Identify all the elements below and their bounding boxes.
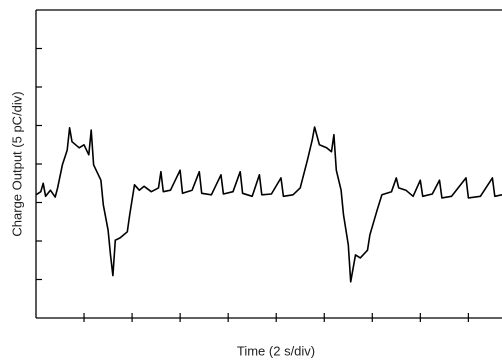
- signal-line: [35, 126, 502, 283]
- y-axis-label: Charge Output (5 pC/div): [9, 91, 24, 236]
- x-axis-label: Time (2 s/div): [237, 343, 315, 358]
